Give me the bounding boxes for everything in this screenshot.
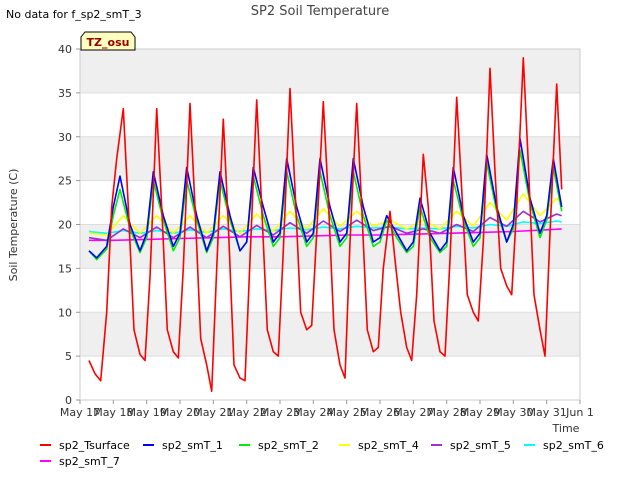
legend-label: sp2_smT_7 [59,455,120,468]
y-axis-label: Soil Temperature (C) [7,169,20,282]
legend: sp2_Tsurface sp2_smT_1 sp2_smT_2 sp2_smT_4 s… [40,439,604,468]
series-line-sp2_smT_4 [88,193,563,236]
background-band [80,49,580,93]
x-tick-label: May 29 [460,406,500,419]
legend-item-sp2_smT_5: sp2_smT_5 [431,439,511,452]
x-tick-label: May 18 [93,406,133,419]
legend-item-sp2_smT_4: sp2_smT_4 [339,439,419,452]
y-axis-ticks: 0 5 10 15 20 25 30 35 40 [58,43,80,407]
site-badge-box [80,31,136,51]
x-tick-label: May 31 [527,406,567,419]
series-line-sp2_Tsurface [88,56,563,393]
x-tick-label: May 27 [393,406,433,419]
y-tick-label: 35 [58,87,72,100]
background-band [80,136,580,181]
background-bands [80,49,580,357]
x-tick-label: May 22 [227,406,267,419]
chart-title: SP2 Soil Temperature [251,4,389,19]
x-tick-label: May 26 [360,406,400,419]
x-tick-label: May 30 [493,406,533,419]
site-badge-label: TZ_osu [87,36,130,49]
no-data-note: No data for f_sp2_smT_3 [6,8,142,21]
x-tick-label: May 21 [193,406,233,419]
site-badge: TZ_osu [80,31,136,51]
x-axis-label: Time [552,422,580,435]
legend-label: sp2_Tsurface [59,439,130,452]
legend-label: sp2_smT_5 [450,439,511,452]
y-tick-label: 15 [58,262,72,275]
x-tick-label: May 17 [60,406,100,419]
legend-label: sp2_smT_1 [162,439,223,452]
legend-item-sp2_smT_7: sp2_smT_7 [40,455,120,468]
legend-item-sp2_smT_1: sp2_smT_1 [143,439,223,452]
y-tick-label: 25 [58,175,72,188]
x-tick-label: May 20 [160,406,200,419]
x-tick-label: May 19 [127,406,167,419]
y-tick-label: 40 [58,43,72,56]
legend-item-sp2_Tsurface: sp2_Tsurface [40,439,130,452]
series-layer [88,56,563,393]
legend-item-sp2_smT_2: sp2_smT_2 [239,439,319,452]
y-tick-label: 20 [58,219,72,232]
background-band [80,312,580,357]
legend-label: sp2_smT_6 [543,439,604,452]
x-tick-label: May 28 [427,406,467,419]
y-tick-label: 10 [58,306,72,319]
y-tick-label: 5 [65,350,72,363]
x-tick-label: Jun 1 [565,406,594,419]
y-tick-label: 0 [65,394,72,407]
legend-label: sp2_smT_2 [258,439,319,452]
series-line-sp2_smT_6 [88,220,562,235]
y-tick-label: 30 [58,131,72,144]
x-tick-label: May 25 [327,406,367,419]
legend-label: sp2_smT_4 [358,439,419,452]
legend-item-sp2_smT_6: sp2_smT_6 [524,439,604,452]
series-line-sp2_smT_1 [88,137,563,259]
x-tick-label: May 24 [293,406,333,419]
x-tick-label: May 23 [260,406,300,419]
